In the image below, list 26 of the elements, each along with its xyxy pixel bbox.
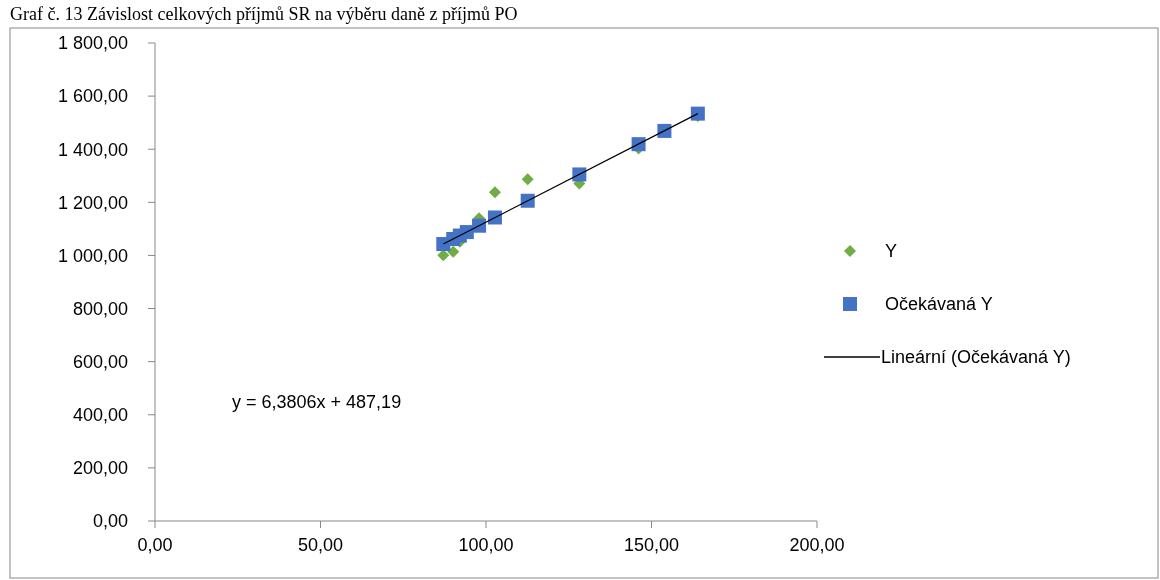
- x-tick-label: 50,00: [297, 535, 344, 555]
- point: [521, 173, 534, 186]
- y-tick-label: 1 600,00: [57, 86, 128, 107]
- point: [487, 210, 502, 225]
- x-tick-label: 150,00: [623, 535, 680, 555]
- point: [657, 123, 672, 138]
- point: [488, 186, 501, 199]
- legend-label: Y: [885, 241, 898, 262]
- x-tick-label: 200,00: [789, 535, 845, 555]
- y-tick-label: 0,00: [92, 511, 128, 532]
- legend-label: Lineární (Očekávaná Y): [881, 347, 1071, 368]
- point: [447, 245, 460, 258]
- x-tick-label: 0,00: [137, 535, 173, 555]
- x-tick-label: 100,00: [458, 535, 514, 555]
- y-tick-label: 1 200,00: [57, 192, 128, 213]
- annotation: y = 6,3806x + 487,19: [232, 392, 402, 412]
- legend-label: Očekávaná Y: [885, 294, 993, 315]
- point: [690, 106, 705, 121]
- y-tick-label: 400,00: [72, 405, 128, 426]
- y-tick-label: 1 800,00: [57, 33, 128, 54]
- y-tick-label: 1 400,00: [57, 139, 128, 160]
- chart-title: Graf č. 13 Závislost celkových příjmů SR na výběru daně z příjmů PO: [10, 4, 518, 24]
- y-tick-label: 600,00: [72, 351, 128, 372]
- y-tick-label: 800,00: [72, 298, 128, 319]
- y-tick-label: 200,00: [72, 458, 128, 479]
- y-tick-label: 1 000,00: [57, 245, 128, 266]
